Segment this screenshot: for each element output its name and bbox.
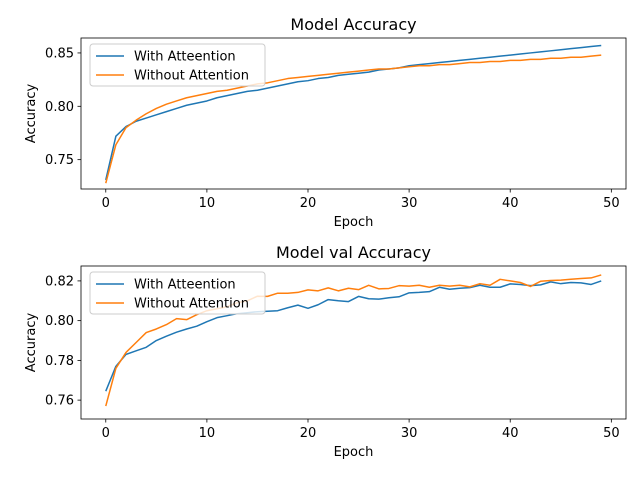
y-tick-label: 0.80	[45, 314, 74, 329]
x-tick-label: 10	[199, 196, 216, 211]
x-tick-label: 20	[300, 196, 317, 211]
chart-title: Model val Accuracy	[276, 243, 431, 262]
x-axis-label: Epoch	[334, 445, 374, 460]
y-axis-label: Accuracy	[24, 313, 39, 373]
y-tick-label: 0.82	[45, 274, 74, 289]
x-tick-label: 0	[102, 426, 110, 441]
x-tick-label: 30	[401, 196, 418, 211]
legend: With Atteention Without Attention	[89, 271, 266, 315]
subplot-1: Model Accuracy 0 10 20 30 40 50 0.75 0.80 0.85 Epo…	[24, 15, 627, 230]
x-tick-label: 40	[502, 196, 519, 211]
x-tick-label: 0	[102, 196, 110, 211]
x-tick-label: 30	[401, 426, 418, 441]
subplot-2: Model val Accuracy 0 10 20 30 40 50 0.76 0.78 0.8…	[24, 243, 627, 460]
series-line-1	[105, 280, 602, 392]
series-line-2	[105, 274, 602, 407]
legend-box	[89, 43, 266, 87]
y-axis-label: Accuracy	[24, 84, 39, 144]
x-tick-label: 20	[300, 426, 317, 441]
legend-label-2: Without Attention	[134, 297, 249, 312]
legend-box	[89, 271, 266, 315]
y-tick-label: 0.75	[45, 153, 74, 168]
y-tick-label: 0.76	[45, 394, 74, 409]
legend: With Atteention Without Attention	[89, 43, 266, 87]
y-tick-label: 0.78	[45, 354, 74, 369]
legend-label-2: Without Attention	[134, 69, 249, 84]
chart-title: Model Accuracy	[290, 15, 416, 34]
x-axis-label: Epoch	[334, 215, 374, 230]
x-tick-label: 50	[603, 426, 620, 441]
y-tick-label: 0.85	[45, 46, 74, 61]
series-line-2	[105, 54, 602, 184]
series-line-1	[105, 44, 602, 181]
plot-frame	[80, 265, 627, 420]
x-tick-label: 10	[199, 426, 216, 441]
x-tick-label: 50	[603, 196, 620, 211]
x-tick-label: 40	[502, 426, 519, 441]
y-tick-label: 0.80	[45, 100, 74, 115]
legend-label-1: With Atteention	[134, 50, 236, 65]
plot-frame	[80, 37, 627, 190]
legend-label-1: With Atteention	[134, 278, 236, 293]
